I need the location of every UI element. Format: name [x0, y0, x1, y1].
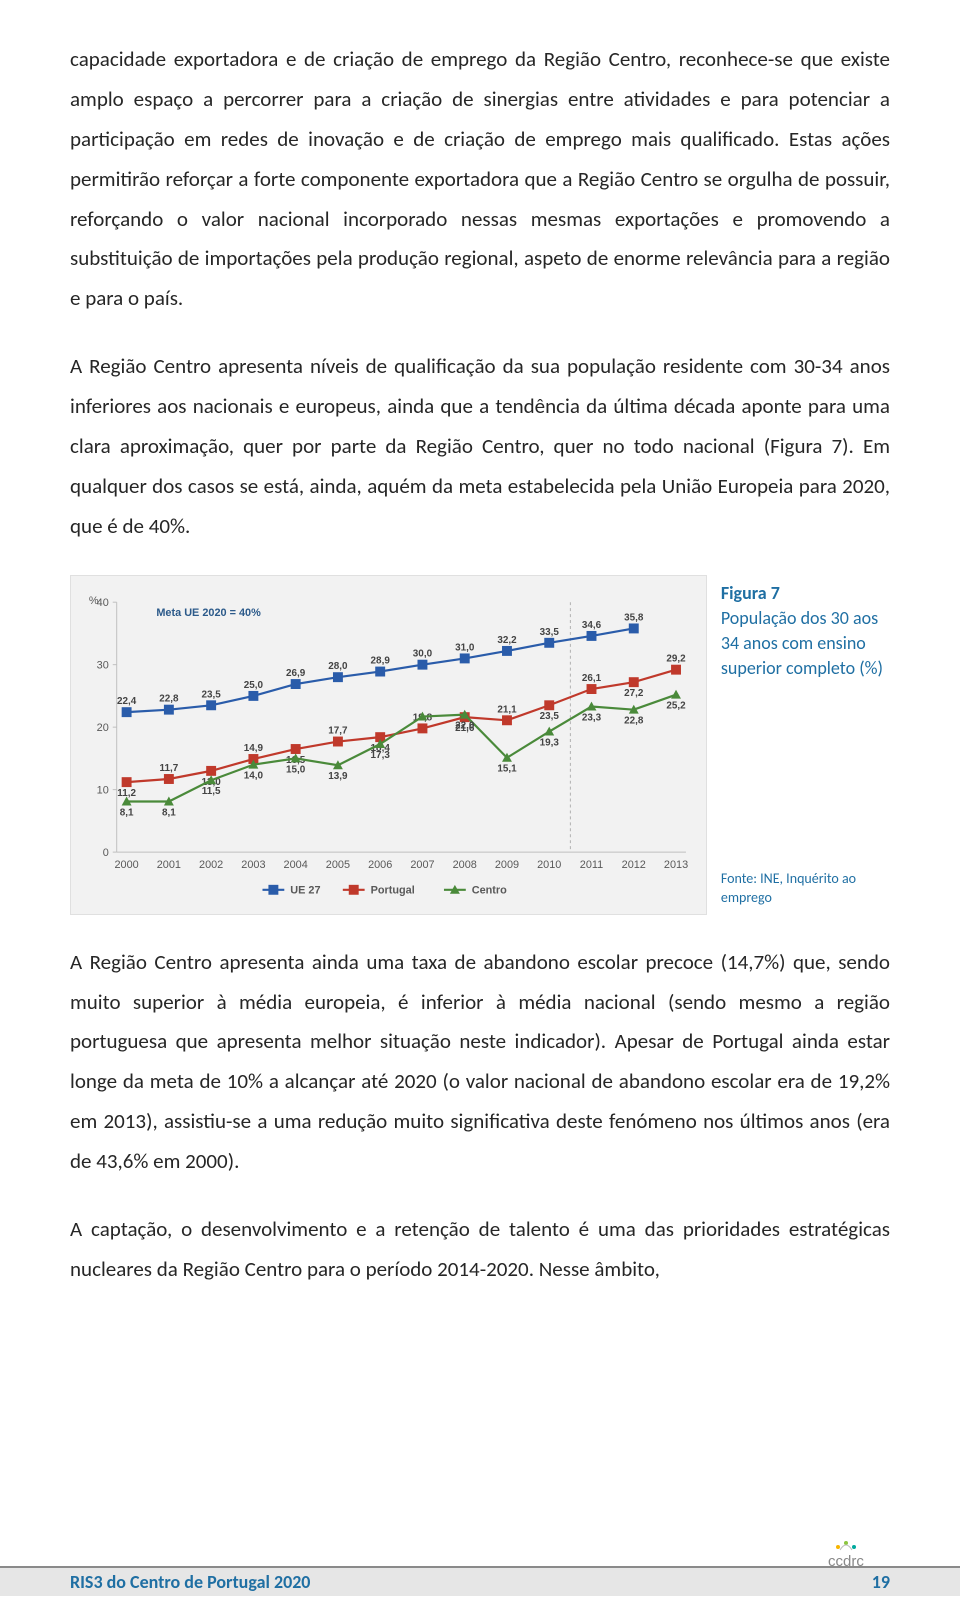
svg-text:17,7: 17,7	[328, 725, 348, 736]
svg-text:23,3: 23,3	[582, 712, 602, 723]
svg-text:2002: 2002	[199, 859, 223, 871]
svg-text:Meta UE 2020 = 40%: Meta UE 2020 = 40%	[156, 607, 261, 619]
svg-text:2009: 2009	[495, 859, 519, 871]
figure-caption-text: Figura 7 População dos 30 aos 34 anos co…	[721, 581, 890, 682]
svg-text:26,1: 26,1	[582, 673, 602, 684]
svg-text:2008: 2008	[453, 859, 477, 871]
figure-7-container: 010203040%200020012002200320042005200620…	[70, 575, 890, 915]
svg-text:25,0: 25,0	[244, 680, 264, 691]
svg-text:Centro: Centro	[472, 884, 507, 896]
svg-text:2005: 2005	[326, 859, 350, 871]
svg-text:UE 27: UE 27	[290, 884, 320, 896]
svg-text:14,0: 14,0	[244, 770, 264, 781]
paragraph-2: A Região Centro apresenta níveis de qual…	[70, 347, 890, 546]
svg-text:2010: 2010	[537, 859, 561, 871]
svg-text:22,8: 22,8	[624, 715, 644, 726]
chart-plot-area: 010203040%200020012002200320042005200620…	[70, 575, 707, 915]
svg-text:22,4: 22,4	[117, 696, 137, 707]
figure-source: Fonte: INE, Inquérito ao emprego	[721, 870, 890, 914]
svg-text:2000: 2000	[115, 859, 139, 871]
paragraph-4: A captação, o desenvolvimento e a retenç…	[70, 1210, 890, 1290]
svg-text:2012: 2012	[622, 859, 646, 871]
svg-text:Portugal: Portugal	[371, 884, 415, 896]
svg-text:15,1: 15,1	[497, 763, 517, 774]
svg-text:2007: 2007	[410, 859, 434, 871]
svg-text:17,3: 17,3	[371, 750, 391, 761]
svg-text:25,2: 25,2	[666, 700, 686, 711]
svg-text:2006: 2006	[368, 859, 392, 871]
page-footer: RIS3 do Centro de Portugal 2020 19	[0, 1566, 960, 1596]
svg-text:10: 10	[97, 784, 109, 796]
svg-text:22,0: 22,0	[455, 720, 475, 731]
svg-text:35,8: 35,8	[624, 612, 644, 623]
paragraph-1: capacidade exportadora e de criação de e…	[70, 40, 890, 319]
svg-text:14,9: 14,9	[244, 743, 264, 754]
svg-text:23,5: 23,5	[202, 689, 222, 700]
svg-text:2001: 2001	[157, 859, 181, 871]
chart-svg: 010203040%200020012002200320042005200620…	[81, 586, 696, 904]
svg-text:30,0: 30,0	[413, 648, 433, 659]
svg-text:28,9: 28,9	[371, 655, 391, 666]
chart-caption: Figura 7 População dos 30 aos 34 anos co…	[721, 575, 890, 915]
svg-text:34,6: 34,6	[582, 620, 602, 631]
svg-text:2013: 2013	[664, 859, 688, 871]
svg-text:22,8: 22,8	[159, 693, 179, 704]
svg-text:8,1: 8,1	[120, 807, 134, 818]
svg-text:15,0: 15,0	[286, 764, 306, 775]
svg-text:2003: 2003	[241, 859, 265, 871]
svg-text:20: 20	[97, 722, 109, 734]
svg-text:11,5: 11,5	[202, 786, 221, 797]
svg-text:32,2: 32,2	[497, 635, 517, 646]
svg-text:26,9: 26,9	[286, 668, 306, 679]
svg-text:2011: 2011	[580, 859, 603, 871]
svg-text:31,0: 31,0	[455, 642, 475, 653]
svg-text:29,2: 29,2	[666, 653, 686, 664]
svg-text:19,3: 19,3	[540, 737, 560, 748]
svg-text:33,5: 33,5	[540, 627, 560, 638]
figure-title: População dos 30 aos 34 anos com ensino …	[721, 607, 883, 679]
svg-text:11,7: 11,7	[160, 763, 179, 774]
svg-text:23,5: 23,5	[540, 711, 560, 722]
svg-text:2004: 2004	[284, 859, 308, 871]
svg-text:0: 0	[103, 847, 109, 859]
svg-text:8,1: 8,1	[162, 807, 176, 818]
svg-text:27,2: 27,2	[624, 688, 644, 699]
footer-title: RIS3 do Centro de Portugal 2020	[70, 1571, 310, 1593]
figure-label: Figura 7	[721, 582, 780, 604]
svg-text:30: 30	[97, 659, 109, 671]
svg-text:28,0: 28,0	[328, 661, 348, 672]
paragraph-3: A Região Centro apresenta ainda uma taxa…	[70, 943, 890, 1182]
footer-page-number: 19	[872, 1571, 890, 1593]
svg-text:%: %	[89, 595, 99, 607]
svg-text:13,9: 13,9	[328, 771, 348, 782]
svg-text:21,1: 21,1	[497, 704, 517, 715]
